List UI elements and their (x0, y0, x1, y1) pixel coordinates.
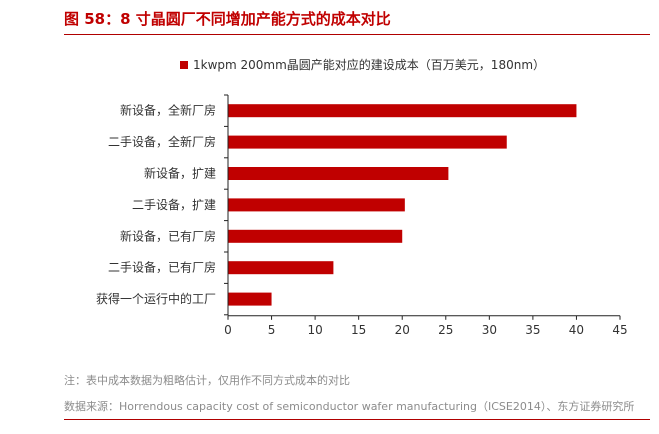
title-divider (64, 34, 650, 35)
category-label: 二手设备，全新厂房 (108, 134, 216, 149)
bar (228, 261, 334, 275)
x-tick-label: 10 (307, 323, 322, 337)
category-label: 新设备，扩建 (144, 166, 216, 181)
source-note: 数据来源：Horrendous capacity cost of semicon… (64, 400, 635, 413)
footer-divider (64, 419, 650, 420)
footnote: 注：表中成本数据为粗略估计，仅用作不同方式成本的对比 (64, 374, 350, 387)
x-tick-label: 0 (224, 323, 232, 337)
legend-label: 1kwpm 200mm晶圆产能对应的建设成本（百万美元，180nm） (193, 58, 546, 72)
chart-title: 图 58：8 寸晶圆厂不同增加产能方式的成本对比 (64, 10, 391, 28)
x-tick-label: 20 (395, 323, 410, 337)
bar (228, 229, 403, 243)
category-label: 获得一个运行中的工厂 (96, 291, 216, 306)
category-label: 二手设备，已有厂房 (108, 260, 216, 275)
bar (228, 104, 577, 118)
bar (228, 198, 405, 212)
x-tick-label: 30 (482, 323, 497, 337)
bar (228, 135, 507, 149)
x-tick-label: 35 (525, 323, 540, 337)
bar (228, 292, 272, 306)
x-tick-label: 40 (569, 323, 584, 337)
x-tick-label: 5 (268, 323, 276, 337)
bar (228, 167, 449, 180)
legend: 1kwpm 200mm晶圆产能对应的建设成本（百万美元，180nm） (180, 56, 545, 73)
plot-area: 新设备，全新厂房二手设备，全新厂房新设备，扩建二手设备，扩建新设备，已有厂房二手… (96, 94, 628, 337)
category-label: 新设备，已有厂房 (120, 228, 216, 243)
legend-swatch (180, 60, 188, 69)
category-label: 新设备，全新厂房 (120, 103, 216, 118)
x-tick-label: 45 (612, 323, 627, 337)
x-tick-label: 25 (438, 323, 453, 337)
x-tick-label: 15 (351, 323, 366, 337)
category-label: 二手设备，扩建 (132, 198, 216, 212)
